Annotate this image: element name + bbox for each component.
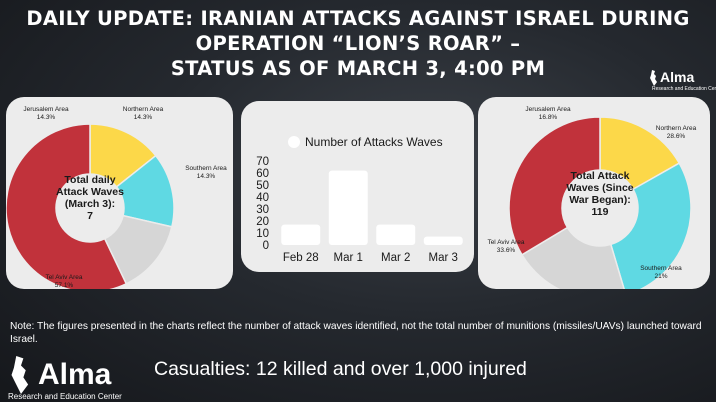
y-tick-label: 40 bbox=[256, 192, 269, 204]
slice-value-northern: 28.6% bbox=[667, 133, 686, 140]
slice-label-southern: Southern Area bbox=[185, 165, 227, 172]
total-donut-panel: Total Attack Waves (Since War Began): 11… bbox=[478, 97, 710, 300]
donut-slice-jerusalem bbox=[599, 116, 681, 191]
center-line-1: Total Attack bbox=[571, 170, 630, 182]
slice-label-jerusalem: Jerusalem Area bbox=[23, 106, 69, 113]
slice-label-jerusalem: Jerusalem Area bbox=[525, 106, 571, 113]
center-line-2: Attack Waves bbox=[56, 186, 124, 198]
daily-donut-chart: Total daily Attack Waves (March 3): 7 Je… bbox=[5, 106, 227, 293]
slice-value-southern: 21% bbox=[654, 273, 667, 280]
bar-mar-2 bbox=[376, 224, 416, 245]
total-donut-chart: Total Attack Waves (Since War Began): 11… bbox=[487, 106, 697, 300]
title-line-1: Daily Update: Iranian Attacks Against Is… bbox=[26, 7, 690, 55]
logo-subtitle: Research and Education Center bbox=[652, 86, 716, 92]
map-silhouette-icon bbox=[650, 70, 657, 86]
x-tick-label: Mar 1 bbox=[334, 252, 363, 264]
casualties-text: Casualties: 12 killed and over 1,000 inj… bbox=[154, 358, 527, 380]
slice-value-telaviv: 33.6% bbox=[497, 247, 516, 254]
donut-slice-telaviv bbox=[5, 123, 128, 293]
donut-slice-telaviv bbox=[508, 116, 601, 256]
center-value: 7 bbox=[87, 210, 93, 222]
slice-label-telaviv: Tel Aviv Area bbox=[487, 239, 524, 246]
slice-label-northern: Northern Area bbox=[123, 106, 164, 113]
x-tick-label: Mar 3 bbox=[429, 252, 458, 264]
logo-subtitle: Research and Education Center bbox=[8, 392, 122, 401]
slice-value-telaviv: 57.1% bbox=[55, 282, 74, 289]
center-line-3: War Began): bbox=[569, 194, 630, 206]
donut-center-text: Total daily Attack Waves (March 3): 7 bbox=[56, 174, 124, 222]
y-tick-label: 20 bbox=[256, 216, 269, 228]
slice-label-telaviv: Tel Aviv Area bbox=[45, 274, 82, 281]
title-line-2: Status as of March 3, 4:00 PM bbox=[170, 57, 546, 80]
slice-value-jerusalem: 16.8% bbox=[539, 114, 558, 121]
legend-label: Number of Attacks Waves bbox=[305, 135, 443, 149]
bar-mar-1 bbox=[328, 170, 368, 245]
logo-name: Alma bbox=[38, 358, 112, 391]
center-line-3: (March 3): bbox=[65, 198, 115, 210]
y-tick-label: 0 bbox=[263, 240, 269, 252]
daily-donut-panel: Total daily Attack Waves (March 3): 7 Je… bbox=[5, 97, 233, 293]
y-tick-label: 50 bbox=[256, 180, 269, 192]
center-line-1: Total daily bbox=[64, 174, 115, 186]
bar-feb-28 bbox=[281, 224, 321, 245]
y-tick-label: 10 bbox=[256, 228, 269, 240]
slice-label-southern: Southern Area bbox=[640, 265, 682, 272]
slice-value-northern: 14.3% bbox=[134, 114, 153, 121]
y-tick-label: 30 bbox=[256, 204, 269, 216]
x-tick-label: Feb 28 bbox=[283, 252, 319, 264]
y-tick-label: 70 bbox=[256, 156, 269, 168]
bar-chart-panel: Number of Attacks Waves 0 10 20 30 40 50 60 70 … bbox=[241, 101, 474, 272]
attack-waves-bar-chart: Number of Attacks Waves 010203040506070 … bbox=[256, 135, 463, 264]
map-silhouette-icon bbox=[11, 356, 29, 394]
slice-value-jerusalem: 14.3% bbox=[37, 114, 56, 121]
bar-mar-3 bbox=[423, 236, 463, 245]
center-value: 119 bbox=[592, 206, 609, 218]
slice-value-southern: 14.3% bbox=[197, 173, 216, 180]
logo-name: Alma bbox=[660, 69, 695, 85]
methodology-note: Note: The figures presented in the chart… bbox=[10, 321, 702, 345]
donut-center-text: Total Attack Waves (Since War Began): 11… bbox=[566, 170, 633, 218]
y-tick-label: 60 bbox=[256, 168, 269, 180]
page-title: Daily Update: Iranian Attacks Against Is… bbox=[0, 6, 716, 81]
alma-logo-large: Alma Research and Education Center bbox=[4, 356, 144, 402]
x-tick-label: Mar 2 bbox=[381, 252, 410, 264]
legend-marker bbox=[288, 136, 300, 148]
slice-label-northern: Northern Area bbox=[656, 125, 697, 132]
center-line-2: Waves (Since bbox=[566, 182, 633, 194]
alma-logo-small: Alma Research and Education Center bbox=[648, 69, 716, 97]
